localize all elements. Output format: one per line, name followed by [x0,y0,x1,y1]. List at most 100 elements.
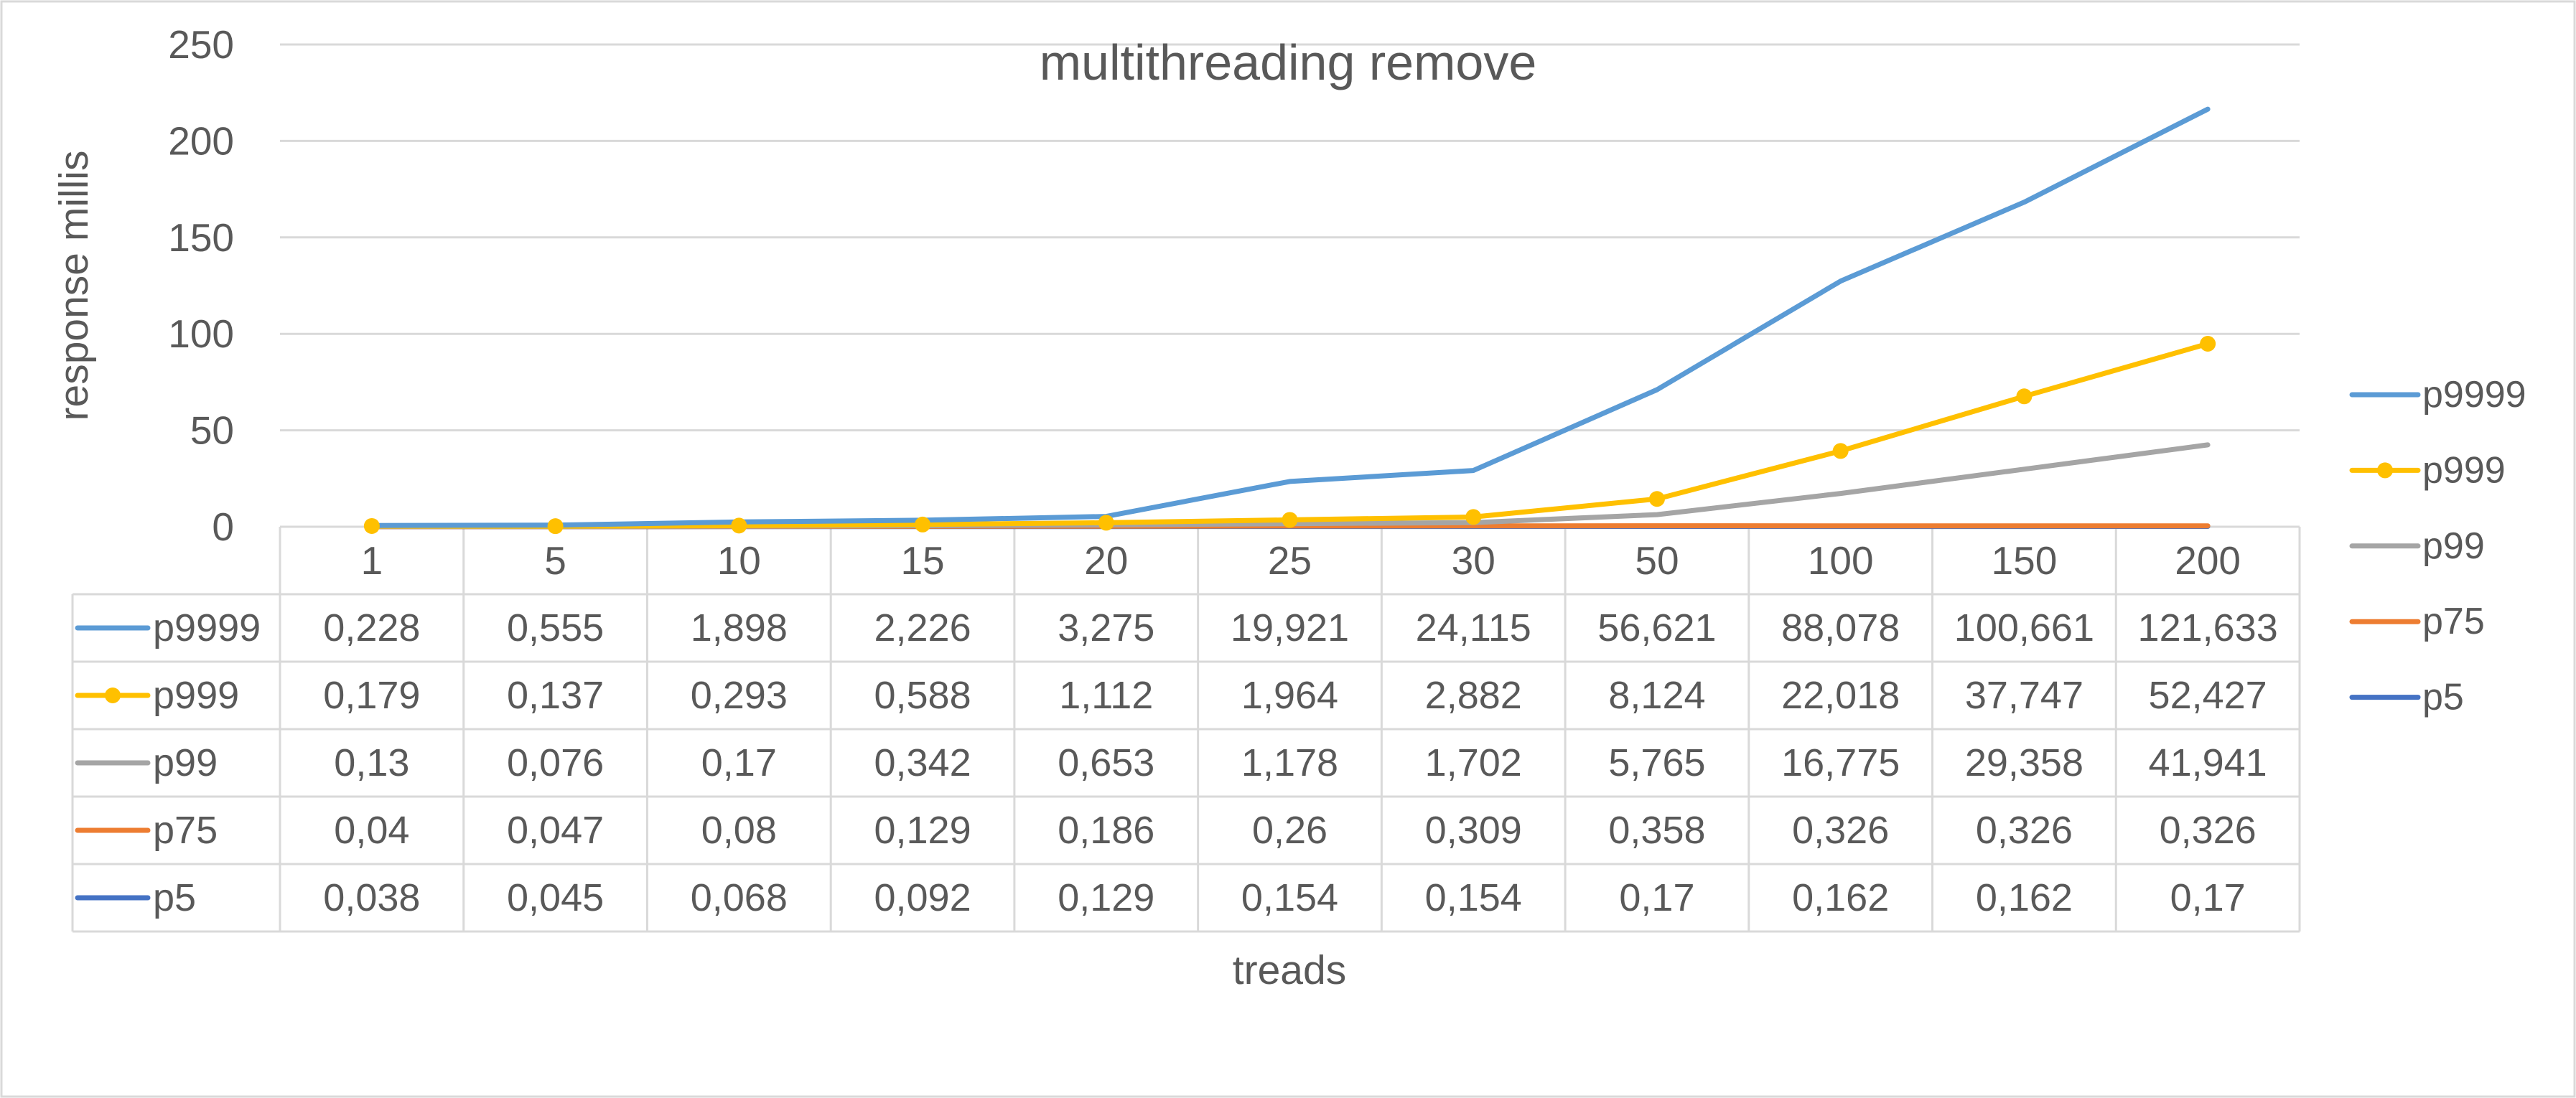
y-tick-label: 250 [168,22,234,67]
data-table-cell: 41,941 [2149,741,2267,784]
data-table-row-label: p9999 [153,606,261,649]
y-tick-label: 200 [168,118,234,163]
data-point-marker-p999 [731,517,747,534]
data-table-cell: 0,17 [1619,876,1694,919]
data-point-marker-p999 [1098,515,1114,531]
data-table-cell: 0,13 [334,741,409,784]
data-table-cell: 0,228 [323,606,420,649]
x-tick-label: 10 [717,538,761,583]
data-table-cell: 0,309 [1425,809,1522,852]
data-table-cell: 0,162 [1976,876,2073,919]
legend-item-p75: p75 [2349,601,2485,642]
data-table-cell: 0,26 [1252,809,1327,852]
data-table-row-label: p999 [153,674,239,717]
data-table-cell: 0,154 [1425,876,1522,919]
x-tick-label: 150 [1992,538,2058,583]
data-table-cell: 88,078 [1781,606,1900,649]
legend-label: p75 [2422,601,2485,642]
series-line-p9999 [369,106,2211,528]
data-table-cell: 0,653 [1058,741,1154,784]
data-table-cell: 0,358 [1608,809,1705,852]
legend-label: p9999 [2422,374,2526,416]
data-point-marker-p999 [1282,512,1298,528]
data-table-cell: 1,112 [1059,674,1153,717]
x-tick-label: 5 [544,538,566,583]
data-table-cell: 0,04 [334,809,409,852]
y-tick-label: 0 [212,505,234,549]
data-table-cell: 0,555 [507,606,604,649]
x-tick-label: 25 [1268,538,1312,583]
data-table-cell: 19,921 [1231,606,1349,649]
legend-label: p99 [2422,525,2485,567]
y-tick-label: 100 [168,311,234,356]
data-table-cell: 0,129 [1058,876,1154,919]
data-table-cell: 37,747 [1965,674,2083,717]
y-tick-label: 150 [168,215,234,260]
data-point-marker-p999 [915,516,931,532]
data-table-cell: 0,179 [323,674,420,717]
data-table-cell: 0,038 [323,876,420,919]
data-table-cell: 0,08 [701,809,777,852]
legend: p9999 p999 p99 p75 p5 [2349,374,2526,718]
data-table-cell: 0,137 [507,674,604,717]
x-tick-label: 20 [1084,538,1128,583]
data-table-cell: 0,162 [1792,876,1889,919]
data-table-cell: 1,702 [1425,741,1522,784]
y-tick-label: 50 [190,408,234,453]
data-point-marker-p999 [2016,388,2033,405]
data-table-cell: 0,326 [2160,809,2257,852]
legend-item-p999: p999 [2349,449,2506,491]
data-table-cell: 3,275 [1058,606,1154,649]
data-point-marker-p999 [547,518,564,535]
data-table-cell: 22,018 [1781,674,1900,717]
plot-series [363,106,2216,535]
data-table-cell: 0,186 [1058,809,1154,852]
data-table-cell: 0,092 [874,876,971,919]
data-table-cell: 56,621 [1597,606,1716,649]
data-table-cell: 0,17 [2170,876,2246,919]
x-tick-label: 50 [1635,538,1679,583]
data-table-cell: 0,047 [507,809,604,852]
legend-item-p9999: p9999 [2349,374,2526,416]
y-axis-title: response millis [51,151,97,421]
legend-marker [2377,462,2393,479]
legend-item-p99: p99 [2349,525,2485,567]
data-table-cell: 0,293 [691,674,788,717]
data-table-row-label: p99 [153,741,218,784]
x-axis-title: treads [1233,947,1346,993]
data-table-cell: 16,775 [1781,741,1900,784]
data-table-cell: 5,765 [1608,741,1705,784]
x-tick-label: 200 [2175,538,2241,583]
data-table-cell: 100,661 [1954,606,2094,649]
x-tick-label: 30 [1452,538,1495,583]
data-table-cell: 2,882 [1425,674,1522,717]
x-tick-label: 1 [361,538,383,583]
data-point-marker-p999 [2200,336,2216,352]
data-table-cell: 0,326 [1976,809,2073,852]
data-point-marker-p999 [1832,443,1849,459]
data-table-cell: 0,045 [507,876,604,919]
x-tick-label: 15 [900,538,944,583]
data-table-cell: 1,964 [1241,674,1338,717]
data-table-cell: 0,129 [874,809,971,852]
data-table-cell: 0,068 [691,876,788,919]
data-point-marker-p999 [363,517,380,534]
data-table-cell: 1,178 [1241,741,1338,784]
data-table-cell: 0,342 [874,741,971,784]
legend-label: p999 [2422,449,2506,491]
legend-label: p5 [2422,677,2464,718]
data-table-cell: 0,154 [1241,876,1338,919]
data-table-cell: 0,17 [701,741,777,784]
data-table-cell: 0,076 [507,741,604,784]
data-table-cell: 29,358 [1965,741,2083,784]
data-point-marker-p999 [1648,491,1665,507]
legend-item-p5: p5 [2349,677,2464,718]
data-table-cell: 8,124 [1608,674,1705,717]
data-table-cell: 52,427 [2149,674,2267,717]
data-point-marker-p999 [1465,509,1482,525]
x-tick-label: 100 [1808,538,1874,583]
data-table-row-label: p5 [153,876,196,919]
